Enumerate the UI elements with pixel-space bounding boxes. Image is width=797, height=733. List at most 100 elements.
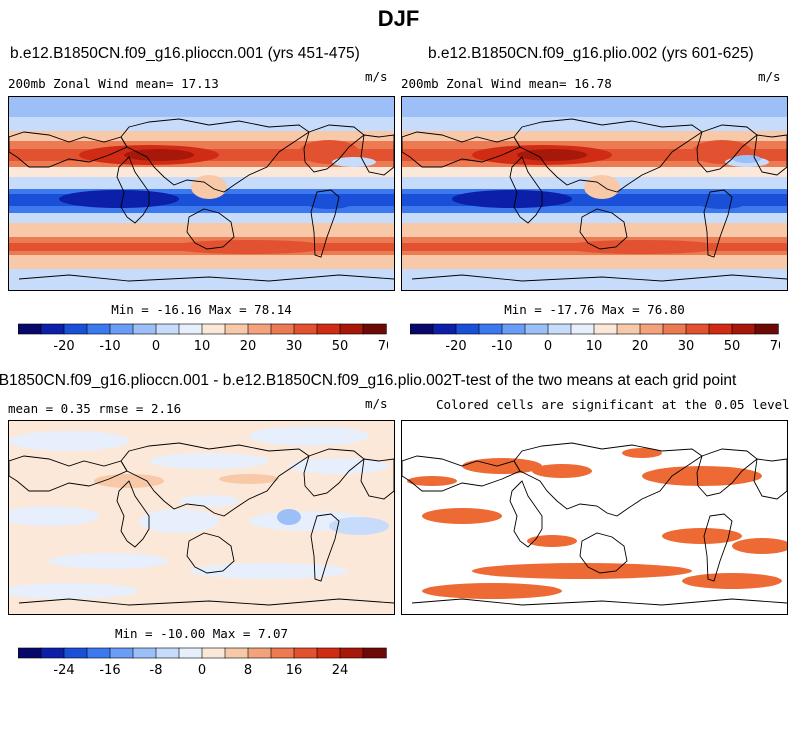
coastline [303,124,365,173]
diff-colorbar-swatch [293,647,318,659]
significant-region [462,458,542,474]
wind-colorbar-swatch [293,323,318,335]
wind-colorbar-swatch [570,323,595,335]
coastline [402,455,521,492]
easterly-core [697,195,747,209]
panel1-title: b.e12.B1850CN.f09_g16.plioccn.001 (yrs 4… [10,45,360,62]
wind-colorbar-swatch [40,323,65,335]
diff-patch [149,453,269,469]
wind-band [402,213,787,223]
diff-patch [179,495,239,507]
diff-colorbar-swatch [40,647,65,659]
coastline [696,448,758,497]
wind-colorbar-tick-label: 30 [286,339,303,354]
panel2-label: 200mb Zonal Wind mean= 16.78 [401,76,612,91]
easterly-core [452,190,572,208]
wind-colorbar-swatch [708,323,733,335]
wind-colorbar-tick-label: -20 [53,339,74,354]
wind-colorbar-swatch [247,323,272,335]
coastline [18,598,394,606]
wind-band [9,223,394,237]
diff-colorbar-swatch [316,647,341,659]
significant-region [532,464,592,478]
wind-colorbar-swatch [86,323,111,335]
significant-region [527,535,577,547]
panel2-colorbar: -20 -10 0 10 20 30 50 70 [409,323,786,360]
panel3-title-clip: b.e12.B1850CN.f09_g16.plioccn.001 - b.e1… [0,370,452,392]
coastline [116,156,150,224]
diff-patch [329,517,389,535]
coastline [402,131,521,168]
panel2-minmax: Min = -17.76 Max = 76.80 [504,302,685,317]
diff-patch [9,583,139,599]
wind-colorbar-swatch [593,323,618,335]
wind-band [9,213,394,223]
diff-colorbar-tick-label: -16 [99,663,120,678]
panel1-map [8,96,395,291]
coastline [9,131,128,168]
wind-band [402,223,787,237]
diff-patch [189,563,349,579]
wind-colorbar-swatch [17,323,42,335]
panel2-title: b.e12.B1850CN.f09_g16.plio.002 (yrs 601-… [428,45,754,62]
coastline [360,458,394,500]
wind-band [402,131,787,141]
coastline [703,189,733,258]
coastline [303,448,365,497]
diff-colorbar-swatch [17,647,42,659]
coastline [18,274,394,282]
wind-band [9,269,394,290]
jet-core [124,149,194,161]
diff-colorbar-tick-label: -24 [53,663,74,678]
coastline [120,118,310,193]
panel2-map [401,96,788,291]
panel1-colorbar: -20 -10 0 10 20 30 50 70 [17,323,394,360]
coastline [579,532,628,574]
wind-colorbar-swatch [409,323,434,335]
wind-feature [584,175,620,199]
wind-colorbar-swatch [109,323,134,335]
coastline [186,208,235,250]
wind-colorbar-tick-label: -10 [99,339,120,354]
diff-colorbar-swatch [339,647,364,659]
wind-band [9,255,394,269]
wind-band [402,97,787,117]
wind-colorbar-swatch [362,323,387,335]
wind-band [402,167,787,177]
panel3-units: m/s [365,396,388,411]
wind-colorbar-swatch [63,323,88,335]
wind-colorbar-tick-label: 0 [152,339,160,354]
significant-region [407,476,457,486]
panel1-minmax: Min = -16.16 Max = 78.14 [111,302,292,317]
diff-colorbar-tick-label: 0 [198,663,206,678]
wind-colorbar-tick-label: 0 [544,339,552,354]
diff-patch [9,506,99,526]
diff-patch [277,509,301,525]
wind-colorbar-swatch [478,323,503,335]
coastline [509,480,543,548]
diff-colorbar-swatch [132,647,157,659]
wind-feature [191,175,227,199]
wind-colorbar-swatch [731,323,756,335]
coastline [703,513,733,582]
main-title: DJF [377,6,420,31]
diff-colorbar-swatch [155,647,180,659]
panel3-title: b.e12.B1850CN.f09_g16.plioccn.001 - b.e1… [0,372,452,389]
diff-patch [249,426,369,446]
significant-region [622,448,662,458]
diff-colorbar-tick-label: 16 [286,663,303,678]
diff-colorbar-swatch [201,647,226,659]
wind-colorbar-swatch [455,323,480,335]
jet-core [517,149,587,161]
wind-colorbar-tick-label: 20 [240,339,257,354]
panel1-label: 200mb Zonal Wind mean= 17.13 [8,76,219,91]
panel3-minmax: Min = -10.00 Max = 7.07 [114,626,289,641]
wind-band [402,117,787,131]
coastline [579,208,628,250]
wind-colorbar-swatch [155,323,180,335]
wind-colorbar-swatch [547,323,572,335]
panel4-title: T-test of the two means at each grid poi… [452,372,737,389]
diff-colorbar-swatch [63,647,88,659]
wind-colorbar-tick-label: -10 [491,339,512,354]
diff-colorbar-swatch [178,647,203,659]
